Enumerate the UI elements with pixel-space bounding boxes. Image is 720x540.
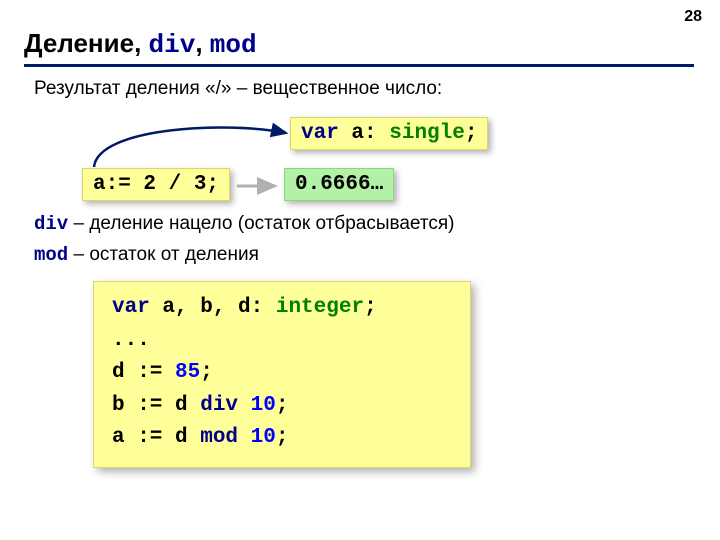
line-mod: mod – остаток от деления xyxy=(34,244,259,266)
cb-sc1: ; xyxy=(364,296,377,319)
cb-l4n: 10 xyxy=(251,394,276,417)
title-sep: , xyxy=(195,28,209,58)
var-a-colon: a: xyxy=(351,122,389,145)
slide-root: 28 Деление, div, mod Результат деления «… xyxy=(0,0,720,540)
line-div: div – деление нацело (остаток отбрасывае… xyxy=(34,213,454,235)
cb-l3sc: ; xyxy=(200,361,213,384)
cb-l3a: d := xyxy=(112,361,175,384)
cb-l5kw: mod xyxy=(200,426,238,449)
cb-l5n: 10 xyxy=(251,426,276,449)
kw-div-inline: div xyxy=(34,213,68,235)
title-text-1: Деление, xyxy=(24,28,149,58)
title-underline xyxy=(24,64,694,67)
cb-l4sp xyxy=(238,394,251,417)
kw-mod-inline: mod xyxy=(34,244,68,266)
cb-l4a: b := d xyxy=(112,394,200,417)
cb-l2: ... xyxy=(112,329,150,352)
cb-l5sp xyxy=(238,426,251,449)
codebox-var-single: var a: single; xyxy=(290,117,488,150)
cb-l4sc: ; xyxy=(276,394,289,417)
line-div-text: – деление нацело (остаток отбрасывается) xyxy=(68,213,454,234)
title-kw-div: div xyxy=(149,30,196,60)
cb-vars: a, b, d: xyxy=(162,296,275,319)
line-mod-text: – остаток от деления xyxy=(68,244,259,265)
cb-type: integer xyxy=(276,296,364,319)
cb-var: var xyxy=(112,296,162,319)
codeblock-main: var a, b, d: integer; ... d := 85; b := … xyxy=(93,281,471,468)
slide-title: Деление, div, mod xyxy=(24,28,257,60)
title-kw-mod: mod xyxy=(210,30,257,60)
page-number: 28 xyxy=(684,8,702,26)
subtitle-text: Результат деления «/» – вещественное чис… xyxy=(34,78,442,100)
cb-l5sc: ; xyxy=(276,426,289,449)
kw-var: var xyxy=(301,122,351,145)
type-single: single xyxy=(389,122,465,145)
curve-arrow-icon xyxy=(88,115,308,185)
semicolon-1: ; xyxy=(465,122,478,145)
cb-l3n: 85 xyxy=(175,361,200,384)
cb-l4kw: div xyxy=(200,394,238,417)
cb-l5a: a := d xyxy=(112,426,200,449)
